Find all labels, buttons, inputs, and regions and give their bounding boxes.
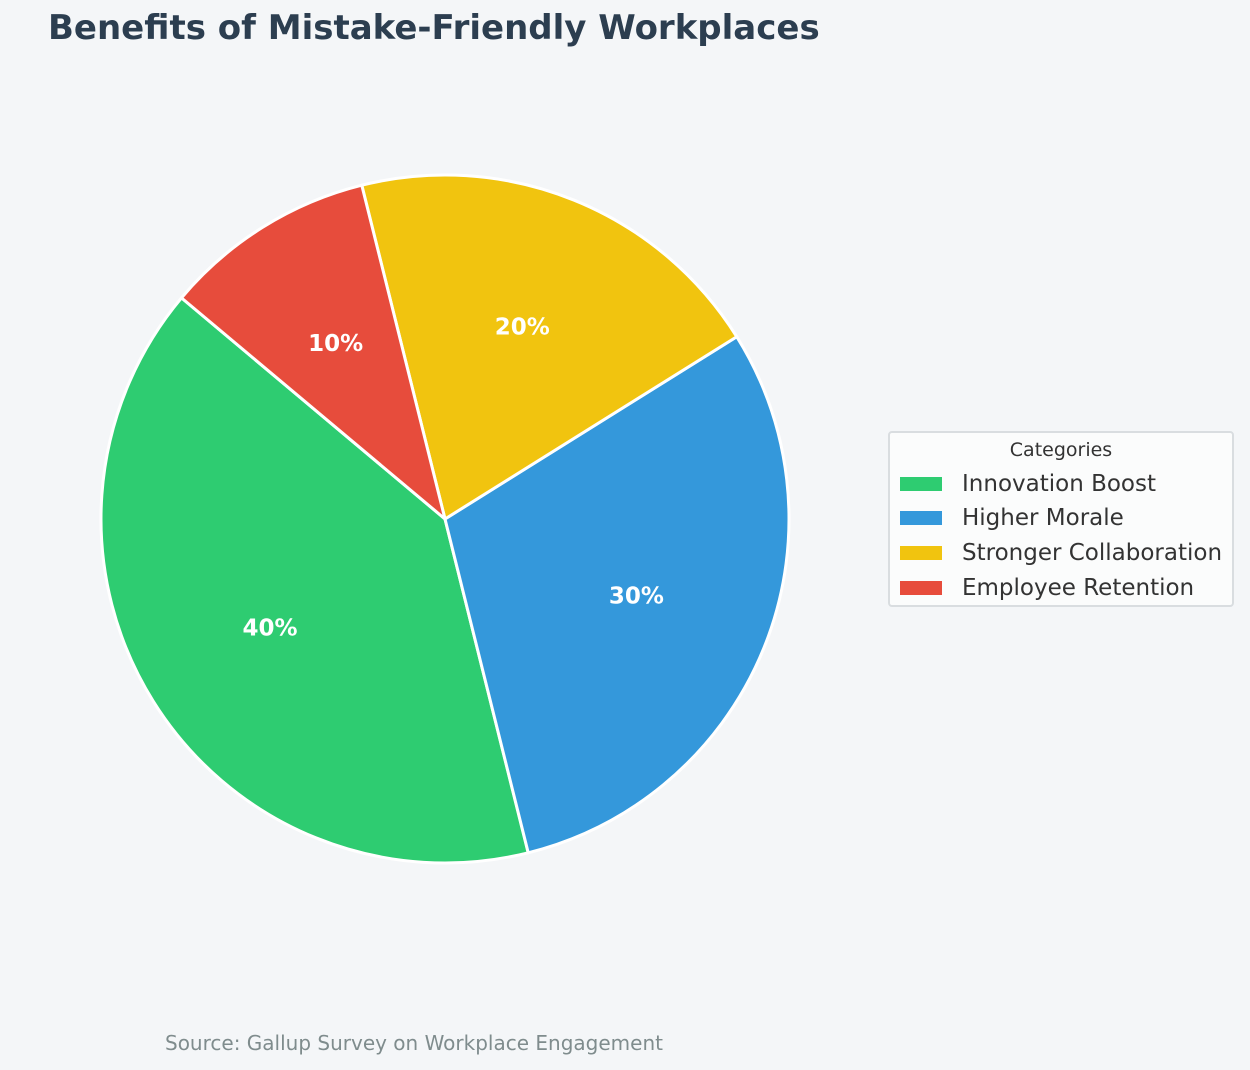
legend-swatch [900,546,942,560]
legend-title: Categories [1009,439,1113,461]
pie-slice-value-label: 30% [609,583,664,609]
source-note: Source: Gallup Survey on Workplace Engag… [165,1031,663,1055]
legend-item-higher-morale: Higher Morale [900,503,1124,533]
pie-slice-employee-retention [179,183,447,521]
legend-label: Innovation Boost [962,471,1157,497]
legend-label: Stronger Collaboration [962,540,1223,566]
legend-swatch [900,581,942,595]
legend: Categories Innovation Boost Higher Moral… [888,431,1234,607]
legend-item-employee-retention: Employee Retention [900,573,1194,603]
legend-label: Higher Morale [962,505,1124,531]
pie-slice-value-label: 20% [495,315,550,341]
chart-title: Benefits of Mistake-Friendly Workplaces [48,8,820,48]
pie-slices [99,173,791,865]
legend-item-stronger-collaboration: Stronger Collaboration [900,538,1222,568]
legend-swatch [900,477,942,491]
pie-slice-stronger-collaboration [360,173,739,521]
pie-slice-innovation-boost [99,296,530,865]
legend-swatch [900,511,942,525]
legend-label: Employee Retention [962,575,1195,601]
legend-item-innovation-boost: Innovation Boost [900,469,1156,499]
pie-slice-value-label: 10% [308,331,363,357]
pie-slice-value-label: 40% [242,615,297,641]
pie-slice-labels: 40% 30% 20% 10% [242,315,663,642]
